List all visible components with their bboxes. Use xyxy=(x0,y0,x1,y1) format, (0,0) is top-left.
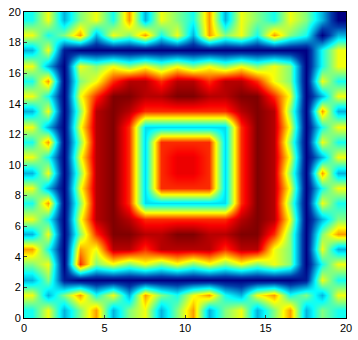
svg-text:4: 4 xyxy=(15,251,21,263)
svg-text:5: 5 xyxy=(101,322,107,334)
svg-text:20: 20 xyxy=(340,322,352,334)
svg-text:16: 16 xyxy=(9,67,21,79)
svg-text:6: 6 xyxy=(15,220,21,232)
svg-text:10: 10 xyxy=(179,322,191,334)
svg-text:10: 10 xyxy=(9,159,21,171)
svg-text:14: 14 xyxy=(9,98,21,110)
svg-text:0: 0 xyxy=(21,322,27,334)
svg-text:20: 20 xyxy=(9,6,21,18)
svg-text:15: 15 xyxy=(259,322,271,334)
svg-text:18: 18 xyxy=(9,36,21,48)
svg-text:0: 0 xyxy=(15,312,21,324)
svg-text:2: 2 xyxy=(15,281,21,293)
svg-text:12: 12 xyxy=(9,128,21,140)
svg-text:8: 8 xyxy=(15,189,21,201)
